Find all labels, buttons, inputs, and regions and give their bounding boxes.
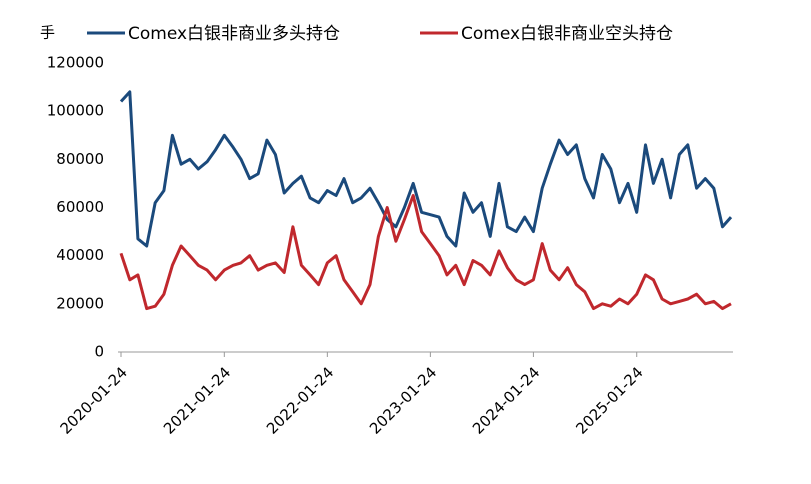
series-line bbox=[119, 90, 733, 248]
y-tick-label: 0 bbox=[94, 343, 104, 361]
series-line bbox=[119, 194, 732, 311]
legend-label: Comex白银非商业多头持仓 bbox=[128, 24, 340, 44]
x-tick-label: 2022-01-24 bbox=[263, 363, 337, 437]
y-tick-label: 40000 bbox=[56, 246, 104, 264]
x-tick-label: 2021-01-24 bbox=[160, 363, 234, 437]
x-tick-label: 2023-01-24 bbox=[366, 363, 440, 437]
y-tick-label: 20000 bbox=[56, 294, 104, 312]
y-tick-label: 80000 bbox=[56, 150, 104, 168]
y-axis-label: 手 bbox=[40, 24, 55, 42]
legend-label: Comex白银非商业空头持仓 bbox=[461, 24, 673, 44]
x-tick-label: 2020-01-24 bbox=[57, 363, 131, 437]
y-tick-label: 60000 bbox=[56, 198, 104, 216]
x-tick-label: 2024-01-24 bbox=[469, 363, 543, 437]
y-tick-label: 100000 bbox=[47, 102, 104, 120]
y-tick-label: 120000 bbox=[47, 54, 104, 72]
x-tick-label: 2025-01-24 bbox=[572, 363, 646, 437]
